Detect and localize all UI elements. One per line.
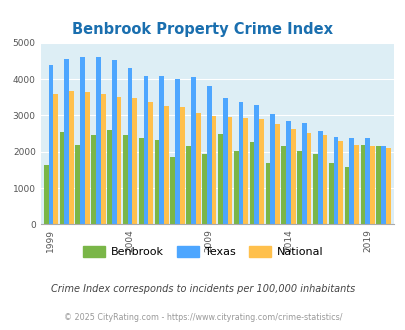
Bar bbox=[179, 107, 184, 224]
Bar bbox=[249, 142, 254, 224]
Bar bbox=[207, 86, 211, 224]
Bar bbox=[353, 145, 358, 224]
Bar bbox=[202, 154, 207, 224]
Bar bbox=[195, 113, 200, 224]
Bar bbox=[128, 68, 132, 224]
Bar bbox=[243, 118, 247, 224]
Bar bbox=[132, 98, 137, 224]
Bar bbox=[227, 117, 232, 224]
Bar bbox=[154, 140, 159, 224]
Bar bbox=[317, 131, 322, 224]
Bar bbox=[233, 151, 238, 224]
Bar bbox=[191, 77, 195, 224]
Bar bbox=[333, 137, 337, 224]
Bar bbox=[69, 91, 74, 224]
Bar bbox=[164, 106, 168, 224]
Bar bbox=[258, 119, 263, 224]
Bar bbox=[222, 98, 227, 224]
Bar bbox=[254, 105, 258, 224]
Text: Crime Index corresponds to incidents per 100,000 inhabitants: Crime Index corresponds to incidents per… bbox=[51, 284, 354, 294]
Bar bbox=[60, 132, 64, 224]
Bar bbox=[238, 102, 243, 224]
Bar bbox=[301, 123, 306, 224]
Bar bbox=[159, 76, 164, 224]
Bar bbox=[64, 59, 69, 224]
Bar bbox=[364, 138, 369, 224]
Bar bbox=[96, 57, 100, 224]
Bar bbox=[186, 147, 191, 224]
Bar bbox=[85, 91, 90, 224]
Bar bbox=[385, 148, 390, 224]
Bar bbox=[349, 138, 353, 224]
Bar bbox=[306, 133, 311, 224]
Bar bbox=[75, 145, 80, 224]
Bar bbox=[175, 79, 179, 224]
Text: Benbrook Property Crime Index: Benbrook Property Crime Index bbox=[72, 22, 333, 37]
Bar bbox=[265, 163, 270, 224]
Bar bbox=[143, 76, 148, 224]
Bar bbox=[170, 157, 175, 224]
Bar bbox=[290, 129, 295, 224]
Bar bbox=[100, 94, 105, 224]
Bar bbox=[123, 135, 128, 224]
Bar bbox=[281, 147, 286, 224]
Text: © 2025 CityRating.com - https://www.cityrating.com/crime-statistics/: © 2025 CityRating.com - https://www.city… bbox=[64, 313, 341, 322]
Bar bbox=[344, 167, 349, 224]
Bar bbox=[274, 124, 279, 224]
Bar bbox=[112, 60, 116, 224]
Bar bbox=[322, 135, 326, 224]
Bar bbox=[49, 65, 53, 224]
Bar bbox=[360, 145, 364, 224]
Bar bbox=[211, 116, 216, 224]
Bar bbox=[107, 130, 112, 224]
Bar bbox=[286, 120, 290, 224]
Bar bbox=[375, 147, 380, 224]
Bar bbox=[337, 141, 342, 224]
Bar bbox=[139, 138, 143, 224]
Bar bbox=[53, 94, 58, 224]
Bar bbox=[369, 147, 374, 224]
Bar bbox=[80, 57, 85, 224]
Bar bbox=[296, 151, 301, 224]
Bar bbox=[328, 163, 333, 224]
Legend: Benbrook, Texas, National: Benbrook, Texas, National bbox=[78, 242, 327, 261]
Bar bbox=[217, 134, 222, 224]
Bar bbox=[44, 164, 49, 224]
Bar bbox=[148, 102, 153, 224]
Bar bbox=[116, 97, 121, 224]
Bar bbox=[312, 154, 317, 224]
Bar bbox=[270, 114, 274, 224]
Bar bbox=[91, 135, 96, 224]
Bar bbox=[380, 147, 385, 224]
